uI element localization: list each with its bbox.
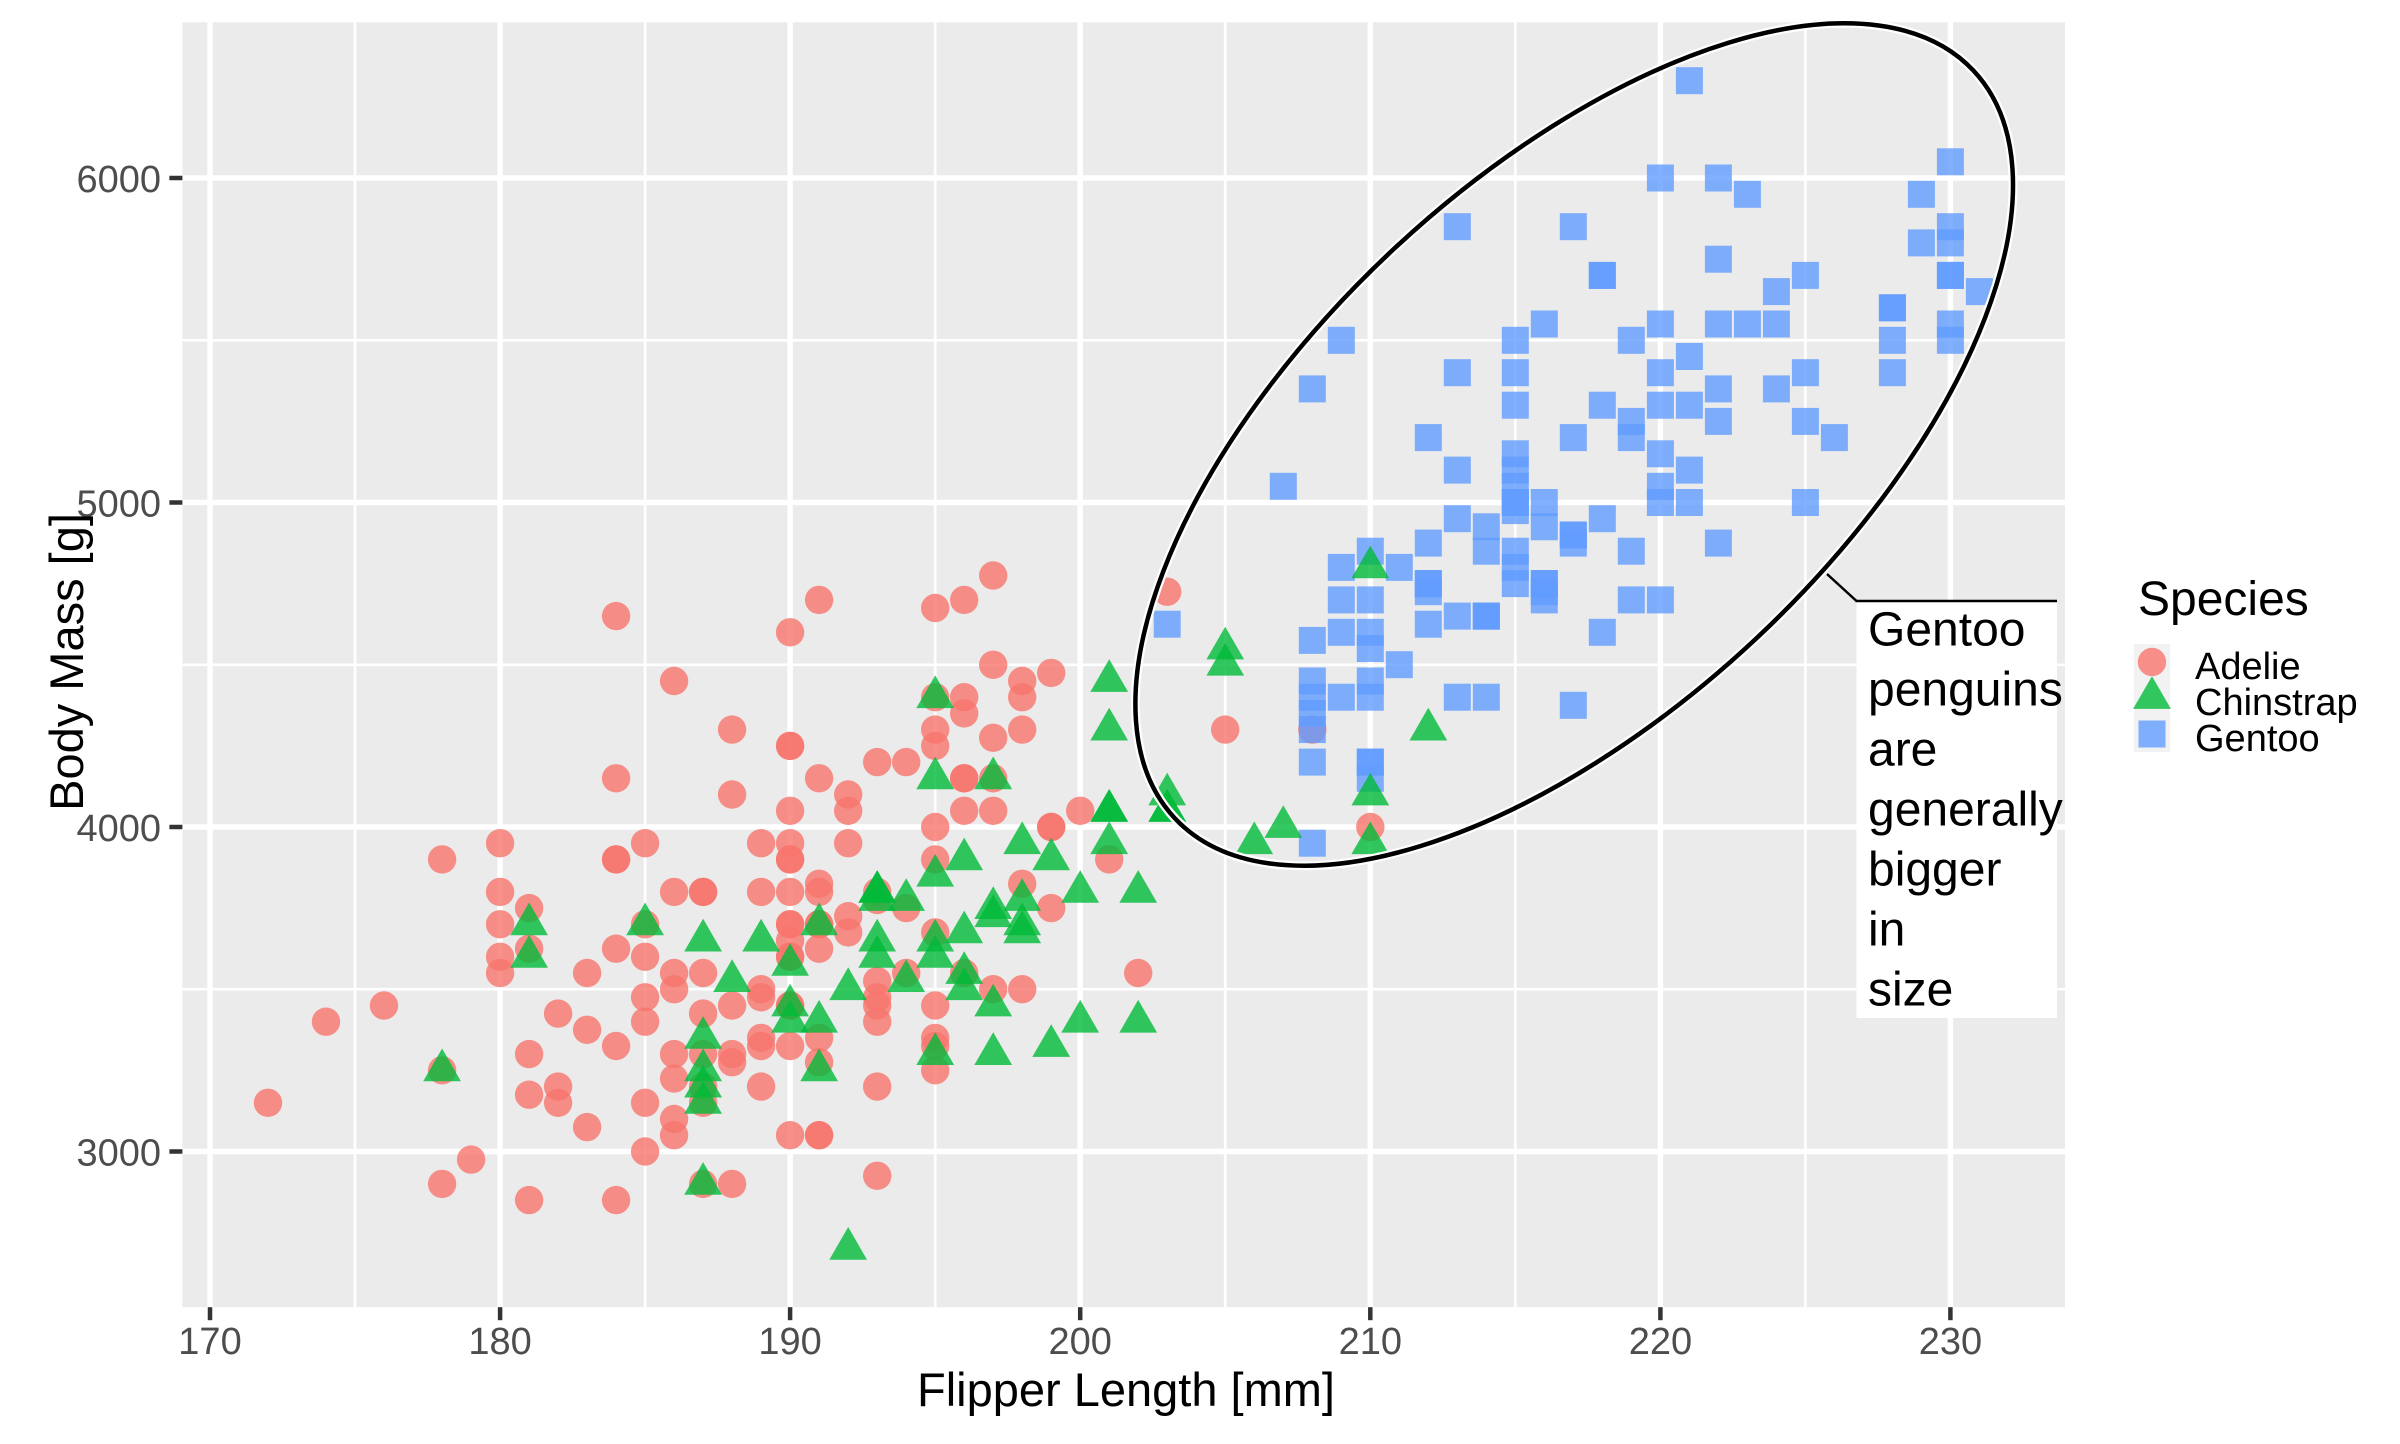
svg-text:Flipper Length [mm]: Flipper Length [mm]: [917, 1363, 1335, 1416]
svg-text:Species: Species: [2138, 573, 2309, 626]
svg-text:Adelie: Adelie: [2195, 646, 2301, 688]
svg-text:210: 210: [1339, 1321, 1402, 1363]
svg-text:Gentoo: Gentoo: [2195, 718, 2320, 760]
svg-text:in: in: [1868, 904, 1905, 957]
svg-text:penguins: penguins: [1868, 664, 2063, 717]
svg-text:3000: 3000: [76, 1133, 161, 1175]
svg-text:200: 200: [1048, 1321, 1111, 1363]
svg-text:bigger: bigger: [1868, 844, 2001, 897]
svg-text:230: 230: [1919, 1321, 1982, 1363]
svg-text:5000: 5000: [76, 484, 161, 526]
svg-text:4000: 4000: [76, 808, 161, 850]
svg-text:220: 220: [1629, 1321, 1692, 1363]
svg-text:Chinstrap: Chinstrap: [2195, 682, 2358, 724]
svg-text:190: 190: [758, 1321, 821, 1363]
svg-text:size: size: [1868, 964, 1953, 1017]
svg-text:6000: 6000: [76, 159, 161, 201]
svg-text:are: are: [1868, 724, 1937, 777]
svg-text:170: 170: [178, 1321, 241, 1363]
svg-text:generally: generally: [1868, 784, 2063, 837]
svg-text:Body Mass [g]: Body Mass [g]: [40, 513, 93, 811]
svg-text:180: 180: [468, 1321, 531, 1363]
svg-text:Gentoo: Gentoo: [1868, 604, 2025, 657]
